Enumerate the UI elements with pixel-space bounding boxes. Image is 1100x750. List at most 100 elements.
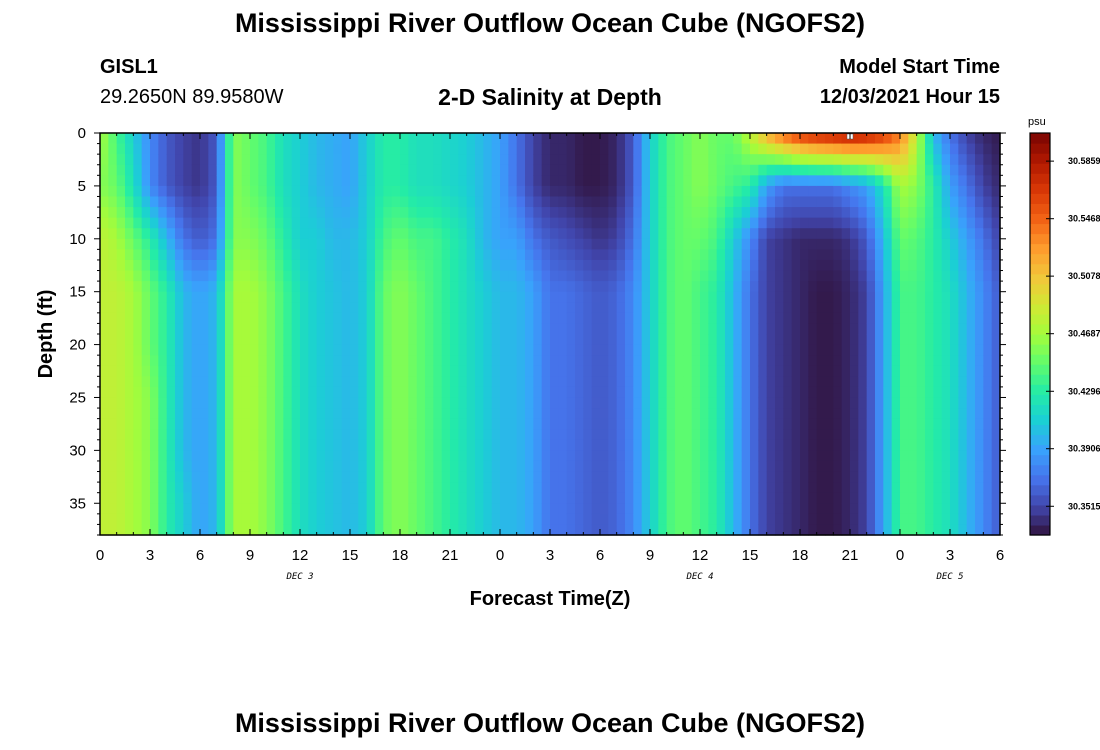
heatmap-cell	[816, 312, 826, 325]
heatmap-cell	[900, 249, 909, 261]
heatmap-cell	[766, 259, 776, 272]
heatmap-cell	[333, 503, 343, 515]
heatmap-cell	[583, 376, 593, 388]
heatmap-cell	[483, 217, 493, 229]
heatmap-cell	[150, 228, 159, 240]
heatmap-cell	[458, 164, 468, 176]
heatmap-cell	[925, 302, 934, 314]
heatmap-cell	[383, 376, 393, 388]
heatmap-cell	[241, 492, 251, 504]
heatmap-cell	[991, 228, 1001, 240]
heatmap-cell	[166, 312, 176, 325]
heatmap-cell	[575, 312, 584, 325]
heatmap-cell	[158, 175, 168, 187]
heatmap-cell	[208, 228, 218, 240]
heatmap-cell	[108, 524, 118, 536]
heatmap-cell	[658, 429, 668, 441]
heatmap-cell	[366, 397, 376, 409]
heatmap-cell	[733, 164, 743, 176]
heatmap-cell	[208, 133, 218, 145]
heatmap-cell	[191, 259, 201, 272]
heatmap-cell	[750, 291, 759, 303]
heatmap-cell	[141, 334, 151, 346]
heatmap-cell	[266, 143, 276, 155]
heatmap-cell	[675, 323, 684, 335]
heatmap-cell	[766, 312, 776, 325]
heatmap-cell	[558, 291, 568, 303]
heatmap-cell	[316, 408, 326, 420]
heatmap-cell	[400, 471, 409, 483]
heatmap-cell	[475, 418, 484, 430]
heatmap-cell	[333, 175, 343, 187]
heatmap-cell	[175, 355, 184, 367]
heatmap-cell	[633, 154, 643, 166]
heatmap-cell	[433, 185, 443, 198]
colorbar-segment	[1030, 494, 1050, 506]
heatmap-cell	[558, 207, 568, 219]
heatmap-cell	[966, 312, 976, 325]
heatmap-cell	[466, 175, 476, 187]
heatmap-cell	[591, 408, 601, 420]
heatmap-cell	[708, 217, 718, 229]
heatmap-cell	[191, 397, 201, 409]
heatmap-cell	[475, 175, 484, 187]
heatmap-cell	[766, 503, 776, 515]
heatmap-cell	[825, 439, 834, 451]
heatmap-cell	[458, 471, 468, 483]
heatmap-cell	[891, 450, 901, 462]
heatmap-cell	[633, 312, 643, 325]
heatmap-cell	[258, 228, 268, 240]
heatmap-cell	[125, 471, 134, 483]
heatmap-cell	[575, 238, 584, 250]
heatmap-cell	[433, 175, 443, 187]
heatmap-cell	[200, 355, 209, 367]
heatmap-cell	[783, 344, 793, 356]
heatmap-cell	[466, 492, 476, 504]
heatmap-cell	[108, 334, 118, 346]
heatmap-cell	[275, 228, 284, 240]
heatmap-cell	[466, 513, 476, 526]
heatmap-cell	[983, 196, 993, 208]
heatmap-cell	[733, 249, 743, 261]
heatmap-cell	[391, 355, 401, 367]
heatmap-cell	[383, 259, 393, 272]
heatmap-cell	[183, 175, 193, 187]
heatmap-cell	[150, 249, 159, 261]
heatmap-cell	[708, 334, 718, 346]
heatmap-cell	[258, 471, 268, 483]
heatmap-cell	[558, 228, 568, 240]
heatmap-cell	[975, 429, 984, 441]
heatmap-cell	[600, 228, 609, 240]
heatmap-cell	[150, 365, 159, 377]
heatmap-cell	[225, 344, 234, 356]
heatmap-cell	[558, 312, 568, 325]
heatmap-cell	[533, 408, 543, 420]
heatmap-cell	[741, 302, 751, 314]
heatmap-cell	[408, 302, 418, 314]
heatmap-cell	[508, 281, 518, 293]
heatmap-cell	[450, 281, 459, 293]
heatmap-cell	[766, 513, 776, 526]
heatmap-cell	[508, 376, 518, 388]
heatmap-cell	[758, 281, 768, 293]
heatmap-cell	[775, 238, 784, 250]
heatmap-cell	[166, 207, 176, 219]
heatmap-cell	[616, 175, 626, 187]
heatmap-cell	[450, 196, 459, 208]
heatmap-cell	[750, 450, 759, 462]
heatmap-cell	[583, 513, 593, 526]
heatmap-cell	[175, 376, 184, 388]
heatmap-cell	[875, 450, 884, 462]
heatmap-cell	[708, 270, 718, 282]
heatmap-cell	[908, 207, 918, 219]
heatmap-cell	[525, 334, 534, 346]
heatmap-cell	[500, 524, 509, 536]
heatmap-cell	[141, 460, 151, 473]
heatmap-cell	[466, 281, 476, 293]
heatmap-cell	[400, 238, 409, 250]
heatmap-cell	[675, 334, 684, 346]
heatmap-cell	[533, 334, 543, 346]
heatmap-cell	[625, 376, 634, 388]
heatmap-cell	[408, 207, 418, 219]
heatmap-cell	[325, 185, 334, 198]
